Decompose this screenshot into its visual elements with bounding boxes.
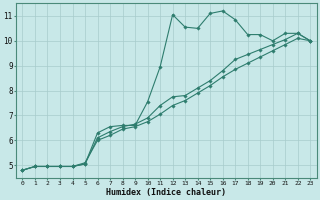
X-axis label: Humidex (Indice chaleur): Humidex (Indice chaleur) xyxy=(106,188,226,197)
